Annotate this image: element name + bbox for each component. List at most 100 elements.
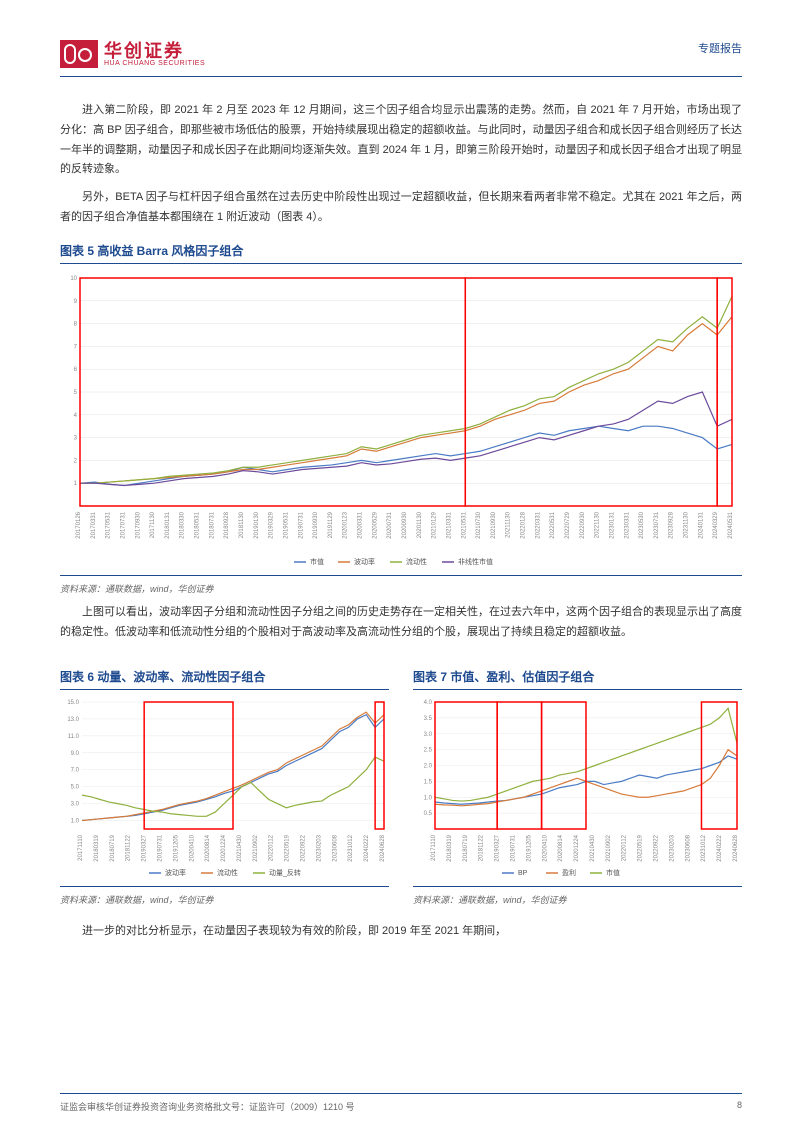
svg-text:20210730: 20210730: [476, 511, 482, 538]
svg-text:20230530: 20230530: [639, 511, 645, 538]
svg-text:20240628: 20240628: [380, 835, 386, 862]
svg-text:20190930: 20190930: [313, 511, 319, 538]
svg-text:20190731: 20190731: [157, 835, 163, 862]
chart7-divider: [413, 689, 742, 690]
svg-text:8: 8: [74, 321, 78, 327]
svg-text:4.0: 4.0: [424, 700, 433, 706]
svg-text:20190130: 20190130: [254, 511, 260, 538]
svg-text:20190731: 20190731: [510, 835, 516, 862]
svg-text:波动率: 波动率: [165, 868, 186, 877]
svg-text:1.5: 1.5: [424, 780, 433, 786]
svg-text:2.0: 2.0: [424, 764, 433, 770]
svg-text:20200410: 20200410: [189, 835, 195, 862]
svg-text:6: 6: [74, 367, 78, 373]
svg-text:20170531: 20170531: [106, 511, 112, 538]
svg-text:13.0: 13.0: [67, 717, 79, 723]
svg-text:20210430: 20210430: [590, 835, 596, 862]
svg-text:20231012: 20231012: [701, 835, 707, 862]
svg-text:20220112: 20220112: [622, 835, 628, 862]
logo-block: 华创证券 HUA CHUANG SECURITIES: [60, 40, 205, 68]
svg-text:20191205: 20191205: [526, 835, 532, 862]
svg-text:20200410: 20200410: [542, 835, 548, 862]
svg-text:1.0: 1.0: [424, 796, 433, 802]
svg-text:20220519: 20220519: [285, 835, 291, 862]
svg-text:20240628: 20240628: [733, 835, 739, 862]
svg-text:15.0: 15.0: [67, 700, 79, 706]
chart7-svg: 0.51.01.52.02.53.03.54.02017111020180319…: [413, 696, 743, 881]
svg-text:20201224: 20201224: [574, 835, 580, 862]
svg-text:20190327: 20190327: [142, 835, 148, 862]
svg-text:20211130: 20211130: [506, 511, 512, 537]
svg-text:20200529: 20200529: [372, 511, 378, 538]
svg-text:20180531: 20180531: [195, 511, 201, 538]
svg-text:20210902: 20210902: [253, 835, 259, 862]
svg-text:20190531: 20190531: [283, 511, 289, 538]
svg-text:10: 10: [70, 276, 77, 282]
header-underline: [60, 76, 742, 77]
svg-text:3.0: 3.0: [71, 802, 80, 808]
logo-cn: 华创证券: [104, 42, 205, 60]
svg-text:20170331: 20170331: [91, 511, 97, 538]
chart6-divider: [60, 689, 389, 690]
page: 华创证券 HUA CHUANG SECURITIES 专题报告 进入第二阶段，即…: [0, 0, 802, 1133]
svg-text:20231012: 20231012: [348, 835, 354, 862]
svg-text:20231130: 20231130: [684, 511, 690, 538]
svg-text:20230203: 20230203: [669, 835, 675, 862]
svg-text:20240222: 20240222: [364, 835, 370, 862]
svg-text:20180719: 20180719: [110, 835, 116, 862]
chart5-divider-2: [60, 575, 742, 576]
svg-text:20210129: 20210129: [432, 511, 438, 538]
svg-text:20230203: 20230203: [316, 835, 322, 862]
svg-text:20200814: 20200814: [558, 835, 564, 862]
svg-text:市值: 市值: [606, 868, 620, 877]
svg-text:11.0: 11.0: [68, 734, 80, 740]
svg-text:20190329: 20190329: [269, 511, 275, 538]
svg-text:20210902: 20210902: [606, 835, 612, 862]
svg-text:20230131: 20230131: [609, 511, 615, 538]
svg-text:20181130: 20181130: [239, 511, 245, 538]
chart6-svg: 1.03.05.07.09.011.013.015.02017111020180…: [60, 696, 390, 881]
svg-text:20230731: 20230731: [654, 511, 660, 538]
svg-text:20170731: 20170731: [120, 511, 126, 538]
svg-text:20201130: 20201130: [417, 511, 423, 538]
svg-text:7: 7: [74, 344, 78, 350]
svg-text:20220922: 20220922: [301, 835, 307, 862]
svg-text:20220531: 20220531: [550, 511, 556, 538]
report-type: 专题报告: [698, 40, 742, 56]
svg-text:2.5: 2.5: [424, 748, 433, 754]
chart5-title: 图表 5 高收益 Barra 风格因子组合: [60, 242, 742, 259]
svg-text:20240329: 20240329: [713, 511, 719, 538]
svg-text:2: 2: [74, 458, 78, 464]
svg-text:20180928: 20180928: [224, 511, 230, 538]
svg-text:20210930: 20210930: [491, 511, 497, 538]
logo-icon: [60, 40, 98, 68]
svg-text:20210531: 20210531: [461, 511, 467, 538]
svg-text:20180319: 20180319: [94, 835, 100, 862]
chart6-source: 资料来源：通联数据，wind，华创证券: [60, 893, 389, 906]
svg-text:20171130: 20171130: [150, 511, 156, 538]
page-footer: 证监会审核华创证券投资咨询业务资格批文号：证监许可（2009）1210 号 8: [60, 1093, 742, 1113]
svg-text:3.0: 3.0: [424, 732, 433, 738]
svg-text:20170126: 20170126: [76, 511, 82, 538]
svg-text:20180330: 20180330: [180, 511, 186, 538]
svg-text:20200814: 20200814: [205, 835, 211, 862]
chart6-col: 图表 6 动量、波动率、流动性因子组合 1.03.05.07.09.011.01…: [60, 654, 389, 906]
chart5-source: 资料来源：通联数据，wind，华创证券: [60, 582, 742, 595]
logo-text: 华创证券 HUA CHUANG SECURITIES: [104, 42, 205, 67]
svg-text:20191205: 20191205: [173, 835, 179, 862]
footer-left: 证监会审核华创证券投资咨询业务资格批文号：证监许可（2009）1210 号: [60, 1100, 355, 1113]
svg-text:20191129: 20191129: [328, 511, 334, 538]
svg-text:20180131: 20180131: [165, 511, 171, 538]
svg-text:20200930: 20200930: [402, 511, 408, 538]
svg-text:5: 5: [74, 390, 78, 396]
svg-text:20240131: 20240131: [698, 511, 704, 538]
svg-text:20180731: 20180731: [209, 511, 215, 538]
svg-text:20220930: 20220930: [580, 511, 586, 538]
svg-text:非线性市值: 非线性市值: [458, 557, 493, 566]
svg-text:20170930: 20170930: [135, 511, 141, 538]
svg-text:盈利: 盈利: [562, 868, 576, 877]
chart5-svg: 1234567891020170126201703312017053120170…: [60, 270, 740, 570]
svg-text:20220128: 20220128: [521, 511, 527, 538]
svg-text:20210430: 20210430: [237, 835, 243, 862]
svg-text:20220331: 20220331: [535, 511, 541, 538]
